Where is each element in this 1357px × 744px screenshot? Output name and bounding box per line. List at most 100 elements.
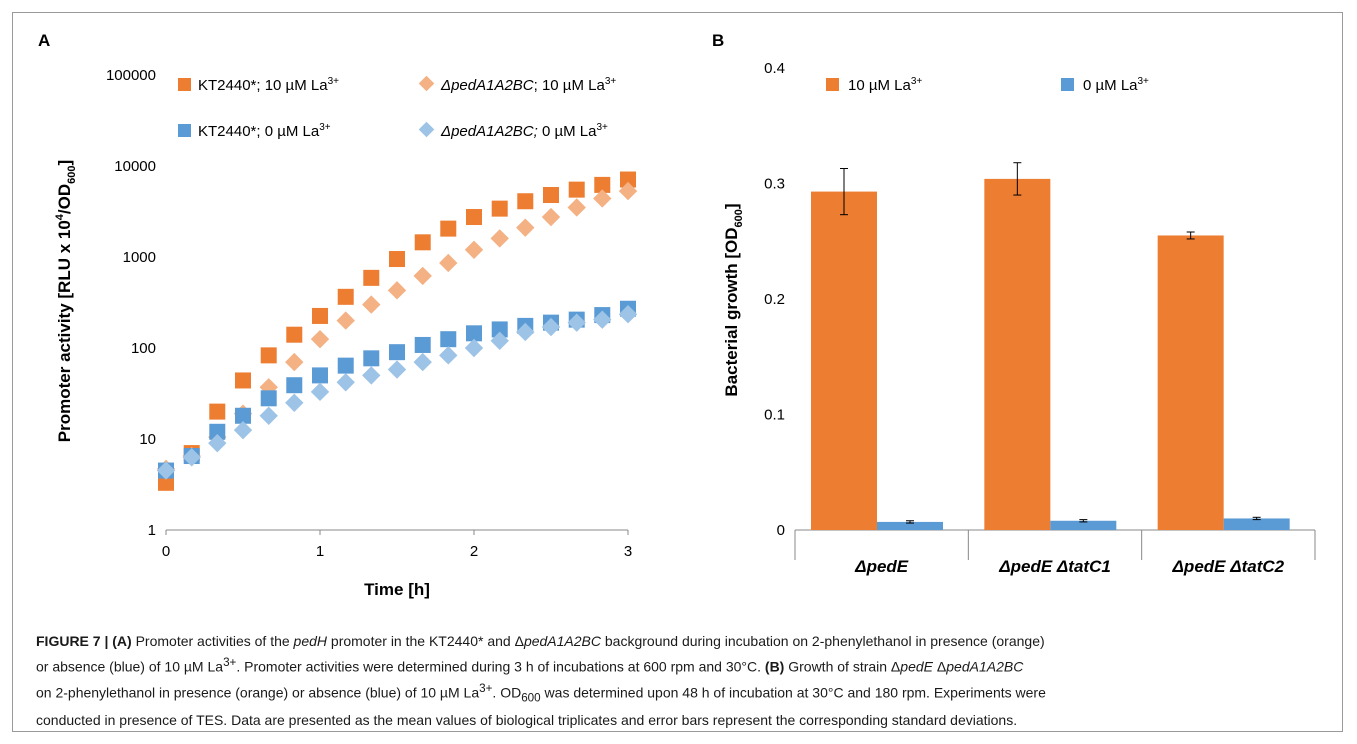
legend-a-label-2: ΔpedA1A2BC; 10 µM La3+ [440, 76, 616, 94]
chart-a-point-s0-9 [389, 251, 405, 268]
chart-a-point-s1-18 [618, 181, 638, 201]
chart-a-point-s1-6 [310, 329, 330, 349]
chart-a-point-s3-13 [490, 331, 509, 350]
chart-a-point-s0-2 [209, 403, 226, 420]
chart-a-point-s1-7 [336, 311, 355, 330]
chart-a-point-s2-9 [389, 344, 405, 361]
chart-a-point-s1-8 [362, 295, 381, 314]
chart-a-point-s0-14 [517, 193, 534, 210]
chart-a-point-s3-9 [387, 360, 407, 379]
chart-b-ytick-4: 0.4 [764, 60, 785, 77]
legend-a-marker-2 [418, 75, 435, 92]
chart-a-point-s2-4 [260, 390, 277, 407]
chart-b-bar-s1-0 [877, 521, 943, 530]
caption-line-3: on 2-phenylethanol in presence (orange) … [36, 681, 1046, 705]
chart-b-bar-s0-1 [984, 178, 1051, 530]
chart-a-point-s3-18 [618, 305, 638, 324]
chart-a-ytick-5: 100000 [106, 67, 156, 84]
chart-a-point-s1-10 [413, 266, 432, 286]
legend-a-label-3: KT2440*; 0 µM La3+ [198, 122, 331, 140]
chart-a-point-s1-13 [490, 229, 509, 248]
chart-a-x-label: Time [h] [364, 580, 430, 599]
chart-a-ytick-1: 10 [139, 431, 156, 448]
chart-a-point-s1-17 [593, 189, 612, 208]
chart-b-y-label: Bacterial growth [OD600] [722, 203, 745, 396]
chart-a-xtick-3: 3 [624, 543, 632, 560]
chart-a-y-label: Promoter activity [RLU x 104/OD600] [54, 160, 78, 442]
chart-a-point-s0-16 [568, 181, 585, 198]
chart-a-point-s0-11 [440, 220, 457, 237]
chart-a-point-s0-10 [414, 234, 431, 251]
chart-a-point-s1-14 [516, 218, 535, 237]
chart-a-point-s0-6 [312, 307, 328, 324]
legend-a-label-1: KT2440*; 10 µM La3+ [198, 76, 339, 94]
caption-line-2: or absence (blue) of 10 µM La3+. Promote… [36, 656, 1024, 675]
chart-b-ytick-1: 0.1 [764, 407, 785, 424]
chart-a-ytick-0: 1 [148, 522, 156, 539]
chart-b-legend: 10 µM La3+ 0 µM La3+ [826, 76, 1149, 94]
chart-a-point-s2-7 [337, 357, 354, 374]
chart-a-point-s0-18 [620, 171, 636, 188]
chart-b-category-label-1: ΔpedE ΔtatC1 [998, 557, 1111, 576]
legend-b-marker-2 [1061, 78, 1074, 91]
chart-b-bar-s1-1 [1050, 520, 1117, 530]
chart-a-point-s1-5 [285, 352, 304, 372]
chart-a-point-s0-5 [286, 326, 303, 343]
legend-a-label-4: ΔpedA1A2BC; 0 µM La3+ [440, 122, 608, 140]
chart-a-point-s3-14 [516, 322, 535, 342]
chart-a-point-s3-11 [439, 346, 458, 365]
panel-a-label: A [38, 31, 50, 50]
chart-a-points [156, 171, 638, 491]
chart-a-point-s1-11 [439, 253, 458, 273]
chart-b: 0 0.1 0.2 0.3 0.4 ΔpedE ΔpedE ΔtatC1 ΔpedE Δtat… [722, 60, 1316, 576]
chart-a-point-s3-15 [541, 317, 561, 337]
chart-b-bar-s1-2 [1223, 518, 1290, 530]
chart-a-point-s2-3 [235, 407, 251, 424]
chart-a-point-s1-9 [387, 281, 407, 300]
chart-a-point-s3-10 [413, 352, 432, 372]
chart-b-ticks: 0 0.1 0.2 0.3 0.4 ΔpedE ΔpedE ΔtatC1 ΔpedE Δtat… [764, 60, 1316, 576]
chart-b-bars [811, 162, 1290, 530]
panel-b-label: B [712, 31, 724, 50]
chart-a-point-s3-16 [567, 313, 586, 332]
chart-a-xtick-0: 0 [162, 543, 170, 560]
chart-a-point-s3-7 [336, 373, 355, 392]
chart-b-category-label-2: ΔpedE ΔtatC2 [1172, 557, 1285, 576]
chart-b-bar-s0-2 [1157, 235, 1224, 530]
legend-b-label-2: 0 µM La3+ [1083, 76, 1149, 94]
chart-a-point-s1-12 [464, 240, 484, 259]
legend-b-label-1: 10 µM La3+ [848, 76, 922, 94]
chart-a-point-s2-10 [414, 336, 431, 353]
chart-b-bar-s0-0 [811, 191, 877, 530]
chart-a-point-s3-2 [208, 433, 227, 453]
chart-a-point-s2-8 [363, 350, 380, 367]
chart-a-point-s1-16 [567, 198, 586, 217]
chart-a-ytick-3: 1000 [123, 249, 156, 266]
chart-a-xtick-2: 2 [470, 543, 478, 560]
chart-a-point-s1-15 [541, 207, 561, 227]
chart-a-point-s3-6 [310, 382, 330, 402]
chart-a-point-s0-0 [158, 474, 174, 491]
chart-a-point-s3-4 [259, 406, 278, 425]
chart-a-point-s0-4 [260, 347, 277, 364]
caption-line-1: FIGURE 7 | (A) Promoter activities of th… [36, 633, 1045, 649]
legend-b-marker-1 [826, 78, 839, 91]
chart-b-ytick-2: 0.2 [764, 291, 785, 308]
figure-caption: FIGURE 7 | (A) Promoter activities of th… [36, 630, 1336, 731]
chart-a-point-s0-12 [466, 209, 482, 226]
chart-a-point-s2-11 [440, 331, 457, 348]
chart-a-point-s0-13 [491, 200, 508, 217]
chart-a-point-s3-3 [233, 420, 253, 440]
chart-a-ytick-4: 10000 [114, 158, 156, 175]
chart-a-point-s2-13 [491, 321, 508, 338]
chart-b-ytick-0: 0 [777, 522, 785, 539]
chart-a-point-s2-2 [209, 423, 226, 440]
chart-b-category-label-0: ΔpedE [854, 557, 909, 576]
chart-a-point-s2-6 [312, 367, 328, 384]
chart-b-ytick-3: 0.3 [764, 176, 785, 193]
chart-a-xtick-1: 1 [316, 543, 324, 560]
chart-a-point-s3-12 [464, 338, 484, 358]
